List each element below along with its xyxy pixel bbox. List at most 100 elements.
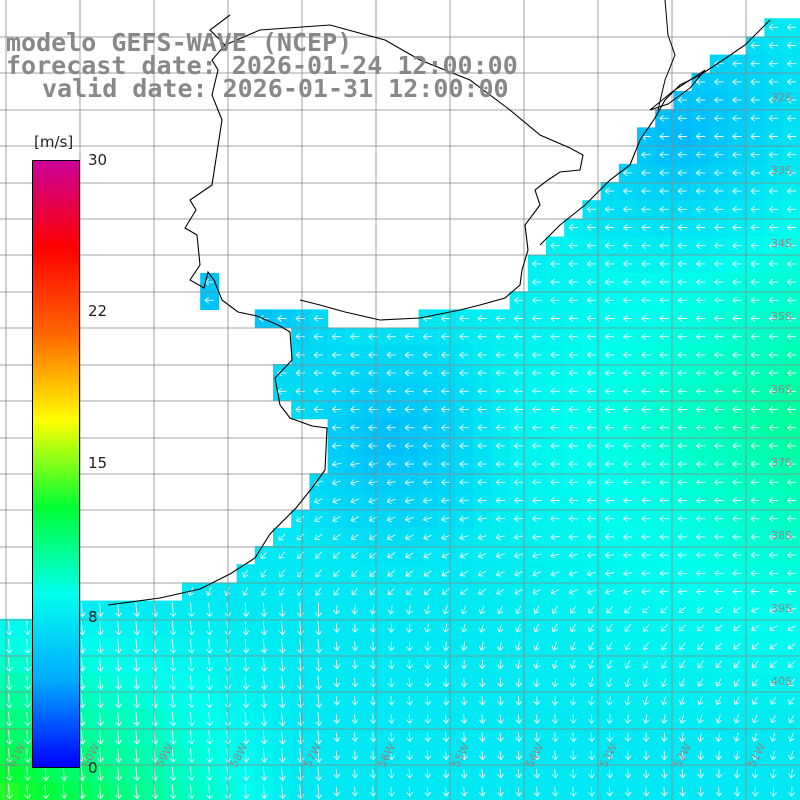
wind-arrow	[750, 406, 760, 413]
wind-arrow	[786, 114, 797, 122]
wind-arrow	[677, 96, 687, 104]
wind-arrow	[477, 315, 487, 322]
wind-arrow	[551, 787, 559, 797]
wind-arrow	[623, 478, 633, 486]
wind-arrow	[714, 205, 724, 213]
wind-arrow	[478, 677, 486, 688]
wind-arrow	[315, 587, 322, 596]
latitude-label: 34S	[771, 237, 792, 250]
wind-arrow	[115, 766, 122, 781]
wind-arrow	[733, 660, 741, 669]
wind-arrow	[750, 607, 760, 613]
wind-arrow	[350, 479, 360, 486]
wind-arrow	[495, 442, 505, 450]
wind-arrow	[315, 639, 323, 654]
wind-arrow	[496, 570, 505, 577]
wind-arrow	[695, 569, 706, 577]
wind-arrow	[497, 659, 504, 670]
wind-arrow	[6, 657, 13, 672]
wind-arrow	[333, 623, 341, 633]
wind-arrow	[587, 677, 595, 688]
latitude-label: 37S	[771, 456, 792, 469]
wind-arrow	[42, 766, 50, 781]
wind-arrow	[515, 768, 523, 779]
wind-arrow	[586, 260, 596, 268]
wind-arrow	[659, 151, 669, 159]
wind-arrow	[677, 133, 687, 140]
wind-arrow	[751, 750, 759, 761]
wind-arrow	[768, 205, 778, 213]
wind-arrow	[260, 569, 267, 578]
wind-arrow	[786, 151, 797, 159]
wind-arrow	[768, 114, 778, 122]
wind-arrow	[715, 642, 723, 650]
wind-arrow	[768, 442, 778, 450]
wind-arrow	[714, 96, 724, 104]
wind-arrow	[388, 768, 395, 779]
wind-arrow	[606, 623, 613, 633]
wind-arrow	[315, 693, 323, 708]
wind-arrow	[387, 570, 395, 577]
wind-arrow	[641, 570, 651, 577]
wind-arrow	[695, 351, 706, 359]
wind-arrow	[751, 696, 758, 706]
wind-arrow	[660, 696, 668, 706]
wind-arrow	[477, 351, 487, 359]
wind-arrow	[97, 602, 104, 617]
wind-arrow	[479, 696, 486, 706]
wind-arrow	[24, 620, 31, 636]
wind-arrow	[732, 278, 742, 286]
wind-arrow	[495, 333, 505, 341]
wind-arrow	[514, 552, 524, 559]
wind-arrow	[750, 224, 760, 231]
wind-arrow	[424, 659, 432, 670]
wind-arrow	[333, 569, 341, 578]
wind-arrow	[604, 278, 615, 286]
wind-arrow	[550, 333, 560, 341]
wind-arrow	[441, 460, 451, 468]
wind-arrow	[350, 460, 360, 468]
wind-arrow	[604, 406, 615, 413]
wind-arrow	[750, 333, 760, 341]
wind-arrow	[442, 714, 450, 724]
wind-arrow	[350, 333, 360, 341]
wind-arrow	[624, 660, 631, 669]
wind-arrow	[331, 387, 342, 395]
wind-arrow	[513, 315, 524, 322]
wind-arrow	[551, 623, 558, 633]
wind-arrow	[768, 23, 778, 31]
wind-arrow	[386, 333, 396, 341]
wind-arrow	[586, 406, 596, 413]
wind-arrow	[532, 387, 542, 395]
wind-arrow	[659, 187, 669, 195]
wind-arrow	[550, 497, 560, 504]
wind-arrow	[768, 260, 778, 268]
wind-arrow	[404, 351, 414, 359]
wind-arrow	[750, 133, 760, 140]
wind-arrow	[788, 732, 795, 742]
wind-arrow	[768, 60, 778, 68]
wind-arrow	[97, 730, 104, 745]
wind-arrow	[441, 315, 451, 322]
wind-arrow	[169, 693, 177, 708]
wind-arrow	[750, 351, 760, 359]
wind-arrow	[768, 133, 778, 140]
wind-arrow	[315, 620, 323, 636]
colorbar	[32, 160, 80, 768]
wind-arrow	[624, 732, 632, 742]
wind-arrow	[568, 406, 578, 413]
wind-arrow	[206, 766, 213, 781]
wind-arrow	[369, 587, 377, 596]
wind-arrow	[441, 534, 451, 541]
wind-arrow	[333, 605, 340, 615]
wind-arrow	[570, 768, 577, 779]
wind-arrow	[661, 787, 668, 797]
wind-arrow	[677, 260, 687, 268]
wind-arrow	[406, 768, 413, 779]
wind-arrow	[422, 497, 433, 504]
wind-arrow	[242, 711, 250, 727]
wind-arrow	[404, 497, 414, 504]
wind-arrow	[550, 533, 560, 541]
